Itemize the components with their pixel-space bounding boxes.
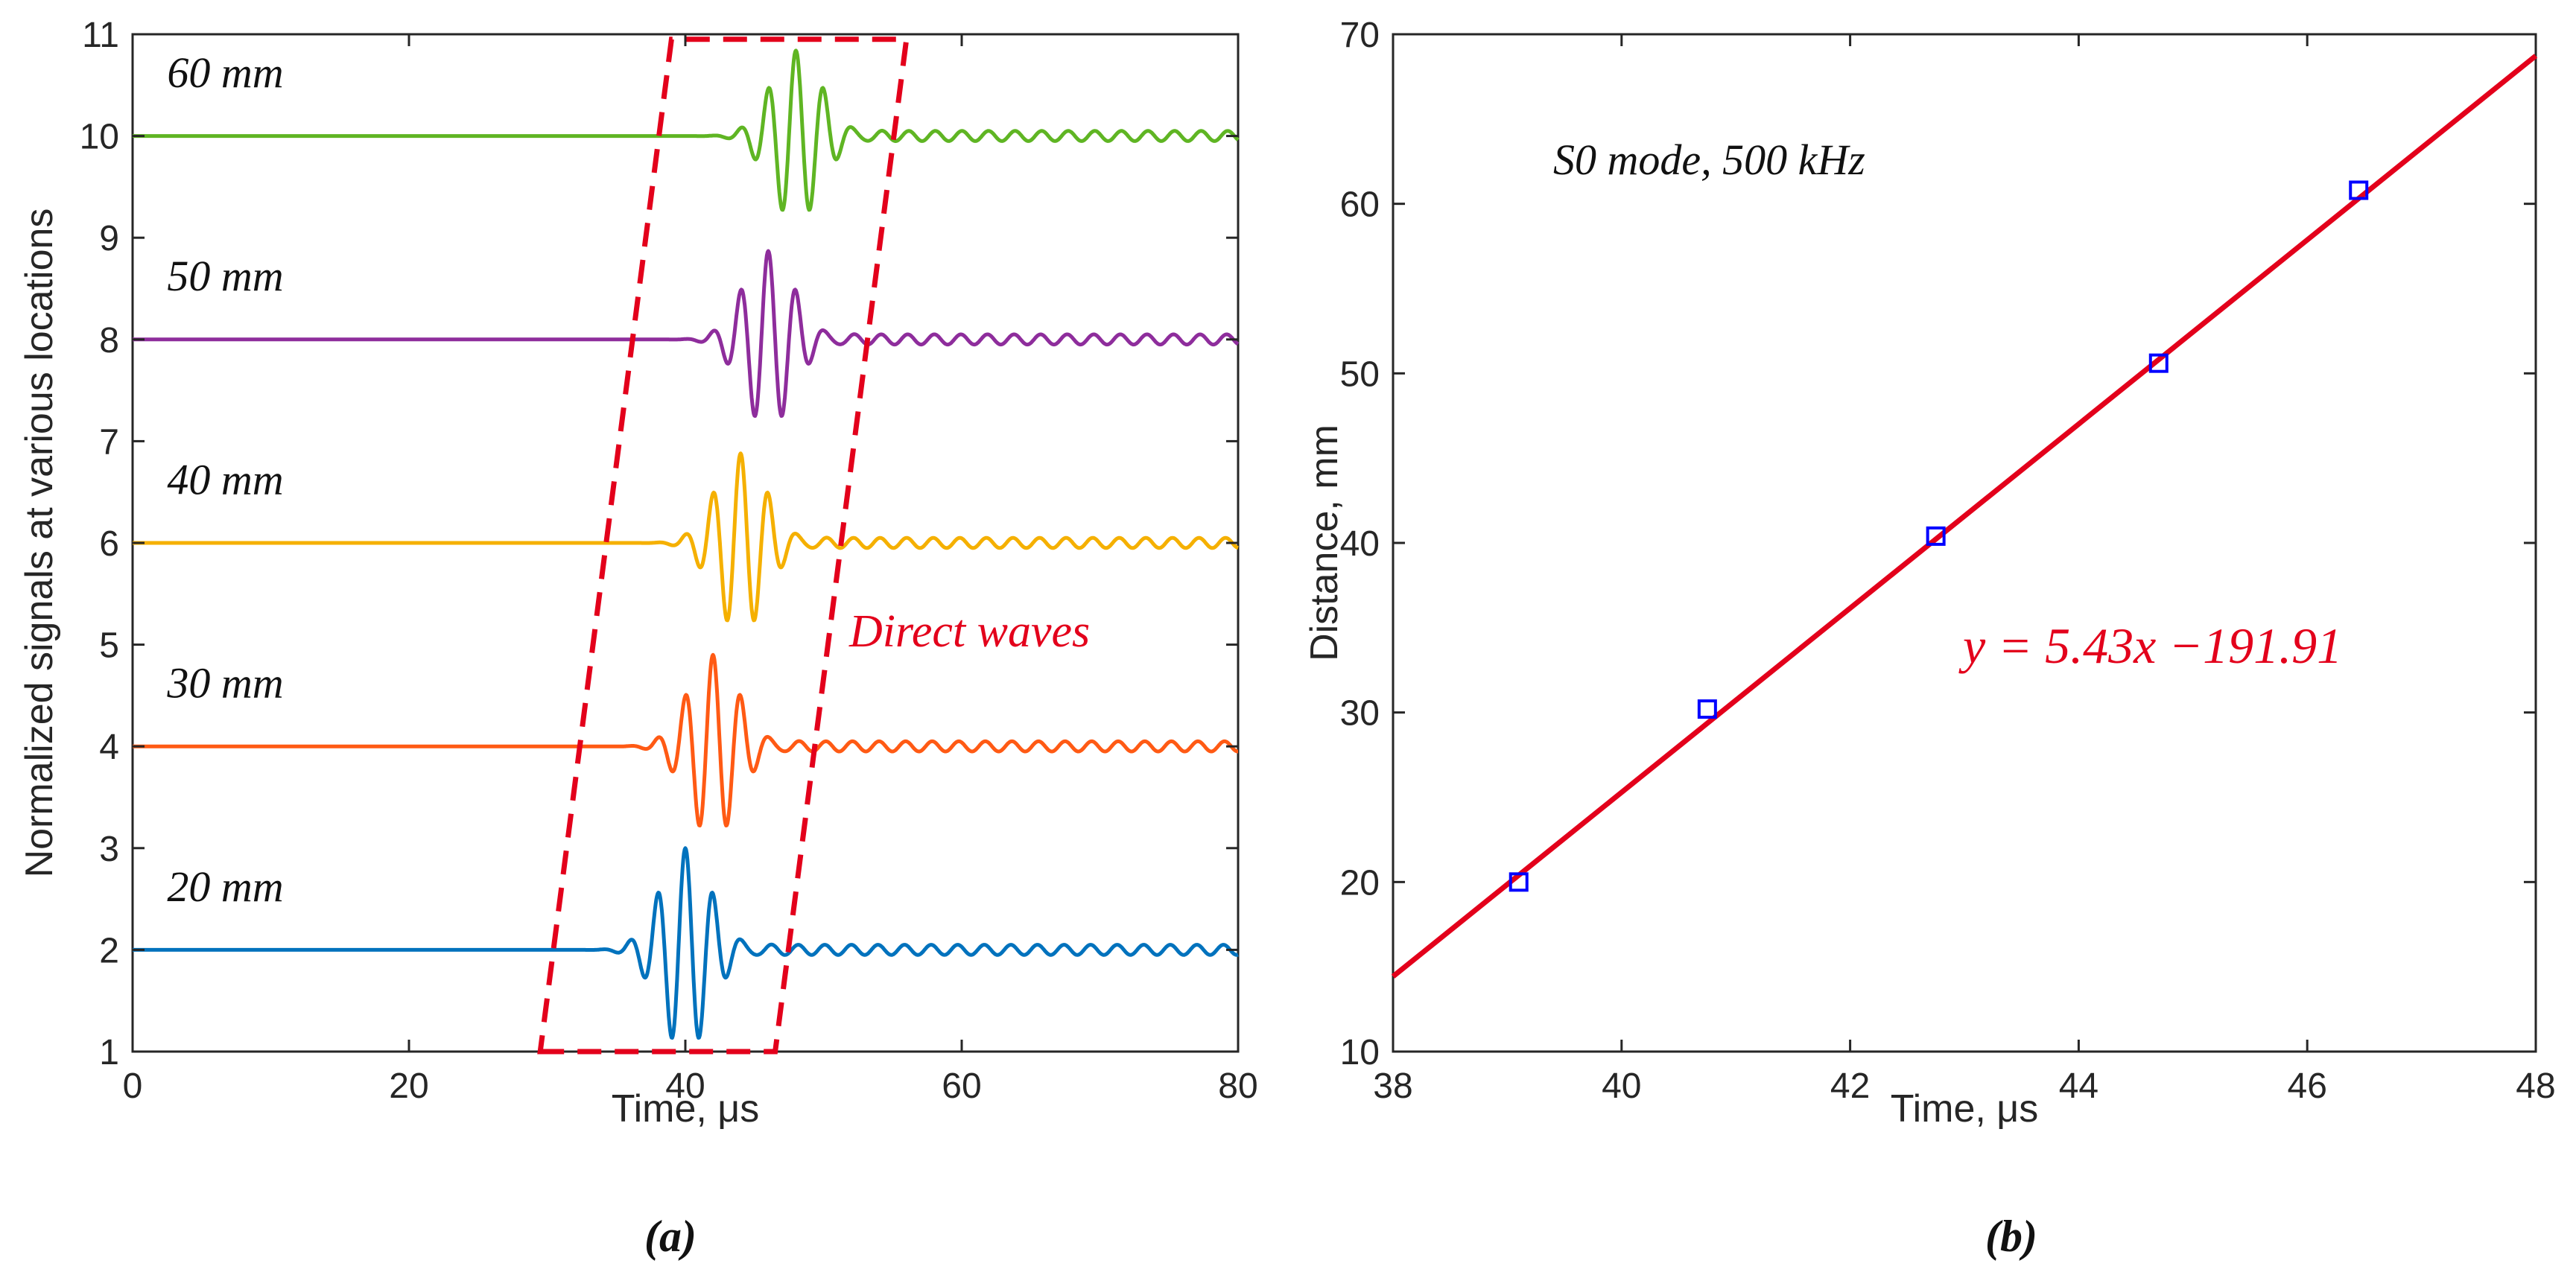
x-tick-label: 80 [1218, 1066, 1257, 1106]
panel-b-y-axis-label: Distance, mm [1303, 425, 1346, 661]
y-tick-label: 2 [99, 931, 119, 970]
x-tick-label: 42 [1830, 1066, 1870, 1106]
panel-b-plot-area [1392, 33, 2537, 1053]
panel-b-x-axis-label: Time, μs [1891, 1087, 2038, 1131]
panel-a-series-labels: 20 mm 30 mm 40 mm 50 mm 60 mm [166, 48, 283, 911]
x-tick-label: 38 [1373, 1066, 1412, 1106]
x-tick-label: 0 [123, 1066, 143, 1106]
y-tick-label: 60 [1340, 185, 1380, 225]
data-point [2349, 180, 2369, 200]
series-label: 40 mm [167, 455, 283, 503]
y-tick-label: 11 [82, 16, 119, 55]
y-tick-label: 6 [99, 524, 119, 564]
series-label: 50 mm [167, 252, 283, 300]
y-tick-label: 9 [99, 219, 119, 258]
y-tick-label: 10 [1340, 1033, 1380, 1072]
x-tick-label: 40 [665, 1066, 705, 1106]
fit-equation: y = 5.43x −191.91 [1958, 617, 2342, 674]
panel-b-x-ticks: 38 40 42 44 46 48 [1373, 34, 2556, 1106]
panel-a-x-axis-label: Time, μs [612, 1087, 759, 1131]
y-tick-label: 20 [1340, 863, 1380, 903]
x-tick-label: 46 [2288, 1066, 2327, 1106]
y-tick-label: 7 [99, 422, 119, 462]
panel-a-y-ticks: 1 2 3 4 5 6 7 8 9 10 11 [80, 16, 1238, 1072]
y-tick-label: 40 [1340, 524, 1380, 564]
data-point [2148, 353, 2169, 373]
x-tick-label: 48 [2516, 1066, 2555, 1106]
signal-trace-40mm [131, 451, 1240, 623]
signal-trace-20mm [131, 846, 1240, 1040]
panel-b-data-points [1509, 180, 2369, 892]
signal-trace-50mm [131, 249, 1240, 418]
y-tick-label: 5 [99, 626, 119, 666]
x-tick-label: 20 [389, 1066, 428, 1106]
signal-trace-60mm [131, 48, 1240, 212]
panel-a-chart: 20 mm 30 mm 40 mm 50 mm 60 mm Direct waves 0… [18, 16, 1258, 1261]
panel-b-mode-label: S0 mode, 500 kHz [1553, 136, 1865, 184]
series-label: 60 mm [167, 48, 283, 97]
signal-trace-30mm [131, 652, 1240, 827]
series-label: 30 mm [166, 659, 283, 708]
x-tick-label: 44 [2059, 1066, 2098, 1106]
y-tick-label: 30 [1340, 694, 1380, 734]
y-tick-label: 70 [1340, 16, 1380, 55]
direct-waves-region [537, 36, 910, 1055]
linear-fit-line [1391, 54, 2538, 979]
y-tick-label: 4 [99, 728, 119, 767]
x-tick-label: 40 [1602, 1066, 1641, 1106]
data-point [1697, 699, 1717, 719]
data-point [1509, 872, 1529, 892]
panel-a-traces [131, 48, 1240, 1040]
y-tick-label: 10 [80, 118, 119, 157]
y-tick-label: 1 [99, 1033, 119, 1072]
series-label: 20 mm [167, 862, 283, 911]
panel-b-caption: (b) [1985, 1212, 2037, 1261]
panel-b-chart: S0 mode, 500 kHz y = 5.43x −191.91 38 40 4… [1303, 16, 2556, 1261]
x-tick-label: 60 [942, 1066, 981, 1106]
y-tick-label: 50 [1340, 354, 1380, 394]
data-point [1926, 526, 1946, 546]
panel-b-y-ticks: 10 20 30 40 50 60 70 [1340, 16, 2536, 1072]
panel-a-caption: (a) [644, 1212, 697, 1261]
panel-a-x-ticks: 0 20 40 60 80 [123, 34, 1258, 1106]
y-tick-label: 8 [99, 321, 119, 360]
panel-a-y-axis-label: Normalized signals at various locations [18, 209, 61, 878]
direct-waves-label: Direct waves [848, 606, 1090, 657]
y-tick-label: 3 [99, 830, 119, 869]
